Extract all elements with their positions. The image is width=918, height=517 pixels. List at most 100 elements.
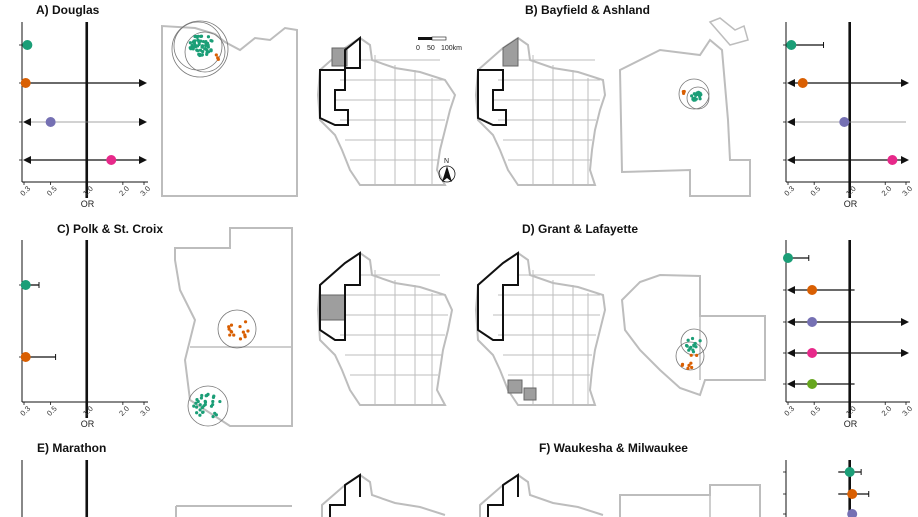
buffer-circle [173, 21, 223, 71]
forest-plot-c: 0.3 0.5 1.0 2.0 3.0 OR [18, 240, 152, 429]
douglas-county-map [161, 20, 298, 197]
wisconsin-locator-map-b [474, 36, 607, 186]
sample-dot [192, 404, 196, 408]
sample-dot [195, 405, 199, 409]
sample-dot [229, 323, 234, 327]
panel-title-d: D) Grant & Lafayette [522, 222, 638, 236]
wisconsin-locator-map-e [321, 473, 446, 517]
panel-title-e: E) Marathon [37, 441, 106, 455]
ci-arrow-left [23, 156, 31, 164]
sample-dot [213, 411, 217, 415]
ci-arrow-right [139, 79, 147, 87]
sample-dot [698, 339, 702, 343]
highlighted-county [319, 294, 346, 321]
sample-dot [690, 365, 694, 370]
sample-dot [688, 346, 692, 350]
sample-dot [246, 329, 250, 333]
sample-dot [243, 320, 248, 324]
wisconsin-locator-map-c [316, 251, 454, 406]
sample-dot [202, 404, 206, 408]
x-tick-label: 2.0 [880, 184, 894, 198]
forest-plot-d: 0.3 0.5 1.0 2.0 3.0 OR [782, 240, 914, 429]
or-point [839, 117, 850, 127]
sample-dot [195, 397, 199, 402]
or-point [786, 40, 797, 50]
ci-arrow-left [787, 286, 795, 294]
sample-dot [188, 46, 192, 50]
buffer-circle [678, 78, 710, 110]
sample-dot [682, 89, 686, 94]
panel-title-a: A) Douglas [36, 3, 100, 17]
highlighted-county [502, 37, 519, 67]
sample-points [192, 320, 250, 419]
ci-arrow-right [901, 349, 909, 357]
panel-title-f: F) Waukesha & Milwaukee [539, 441, 688, 455]
x-tick-label: 3.0 [900, 404, 914, 418]
sample-dot [203, 399, 207, 403]
x-axis-label: OR [844, 199, 858, 209]
sample-dot [680, 363, 684, 367]
sample-dot [209, 38, 213, 43]
sample-dot [195, 411, 199, 415]
sample-points [680, 336, 702, 370]
sample-dot [193, 34, 197, 39]
sample-dot [686, 338, 690, 342]
or-point [783, 253, 793, 263]
x-tick-label: 3.0 [900, 184, 914, 198]
sample-dot [693, 98, 697, 102]
ci-arrow-left [787, 380, 795, 388]
or-point [844, 467, 855, 477]
sample-points [188, 34, 220, 61]
sample-dot [691, 348, 695, 352]
sample-dot [200, 393, 204, 398]
x-tick-label: 2.0 [117, 184, 131, 198]
buffer-circle [686, 86, 710, 110]
x-axis-label: OR [844, 419, 858, 429]
forest-plot-f [783, 460, 870, 517]
or-point [807, 317, 818, 327]
sample-dot [205, 393, 209, 398]
sample-dot [206, 50, 211, 54]
wisconsin-locator-map-d [474, 251, 607, 406]
buffer-circle [184, 31, 226, 73]
north-label: N [444, 158, 449, 165]
ci-arrow-left [787, 349, 795, 357]
sample-dot [686, 366, 690, 370]
x-tick-label: 0.5 [809, 404, 823, 418]
sample-dot [228, 333, 232, 337]
sample-dot [216, 57, 220, 61]
north-arrow-icon: N [438, 158, 456, 183]
scale-bar: 0 50 100km [416, 36, 462, 52]
or-point [887, 155, 898, 165]
ci-arrow-left [787, 156, 795, 164]
or-point [20, 78, 31, 88]
x-tick-label: 2.0 [117, 404, 131, 418]
or-point [807, 379, 818, 389]
forest-plot-b: 0.3 0.5 1.0 2.0 3.0 OR [782, 22, 914, 209]
or-point [45, 117, 56, 127]
sample-dot [693, 341, 697, 346]
sample-dot [201, 39, 206, 44]
sample-dot [227, 325, 231, 329]
sample-dot [209, 49, 213, 53]
sample-dot [203, 47, 207, 51]
x-axis-label: OR [81, 419, 95, 429]
wisconsin-locator-map-a [316, 35, 457, 186]
waukesha-milwaukee-map [619, 484, 761, 517]
sample-dot [690, 94, 694, 98]
sample-dot [694, 345, 698, 349]
x-tick-label: 1.0 [81, 404, 95, 418]
sample-dot [192, 39, 196, 43]
sample-dot [200, 44, 205, 48]
buffer-circle [171, 20, 229, 78]
buffer-circle [187, 385, 229, 427]
sample-dot [198, 403, 202, 407]
sample-dot [201, 50, 205, 54]
polk-stcroix-map [174, 227, 293, 427]
ci-arrow-right [139, 156, 147, 164]
marathon-county-map [175, 505, 292, 517]
buffer-circle [217, 309, 257, 349]
or-point [20, 280, 31, 290]
sample-dot [209, 404, 214, 408]
